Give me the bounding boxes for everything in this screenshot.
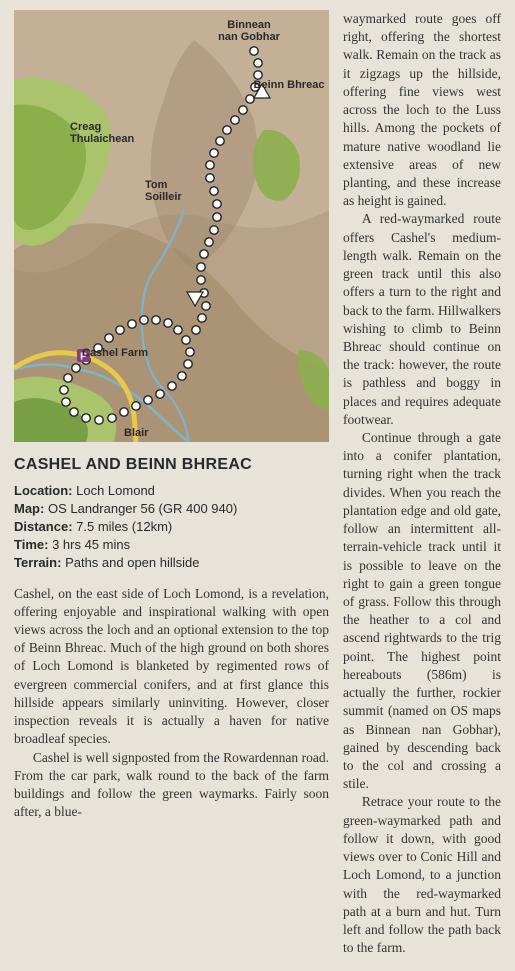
- meta-terrain-value: Paths and open hillside: [65, 555, 199, 570]
- meta-map-label: Map:: [14, 501, 44, 516]
- meta-distance-value: 7.5 miles (12km): [76, 519, 172, 534]
- meta-terrain-label: Terrain:: [14, 555, 61, 570]
- meta-distance-label: Distance:: [14, 519, 73, 534]
- walk-title: CASHEL AND BEINN BHREAC: [14, 454, 329, 476]
- walk-meta: Location: Loch Lomond Map: OS Landranger…: [14, 482, 329, 573]
- meta-map-value: OS Landranger 56 (GR 400 940): [48, 501, 237, 516]
- body-para: Continue through a gate into a conifer p…: [343, 429, 501, 793]
- body-para: Cashel is well signposted from the Rowar…: [14, 749, 329, 822]
- body-para: A red-waymarked route offers Cashel's me…: [343, 210, 501, 429]
- meta-time-value: 3 hrs 45 mins: [52, 537, 130, 552]
- body-para: Retrace your route to the green-waymarke…: [343, 793, 501, 957]
- map-label-blair: Blair: [124, 427, 149, 439]
- meta-location-label: Location:: [14, 483, 73, 498]
- body-para: Cashel, on the east side of Loch Lomond,…: [14, 585, 329, 749]
- route-map: P Binneannan Gobhar Beinn Bhreac CreagTh…: [14, 10, 329, 442]
- meta-time-label: Time:: [14, 537, 48, 552]
- map-label-cashel: Cashel Farm: [82, 347, 148, 359]
- map-label-beinn-bhreac: Beinn Bhreac: [254, 79, 325, 91]
- meta-location-value: Loch Lomond: [76, 483, 155, 498]
- body-para: waymarked route goes off right, offering…: [343, 10, 501, 210]
